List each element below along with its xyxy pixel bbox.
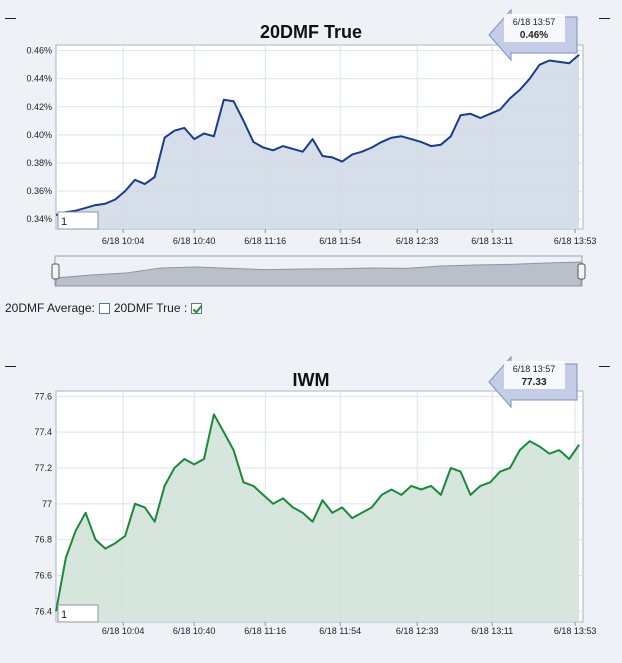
x-tick-label: 6/18 13:11 (471, 236, 513, 246)
x-tick-label: 6/18 11:54 (319, 626, 361, 636)
range-input-value: 1 (61, 216, 67, 228)
navigator-series (55, 261, 582, 287)
callout-time: 6/18 13:57 (513, 17, 556, 27)
legend-avg-checkbox[interactable] (98, 302, 110, 314)
y-tick-label: 0.42% (26, 102, 52, 112)
legend-true-checkbox[interactable] (191, 302, 203, 314)
y-tick-label: 0.40% (26, 130, 52, 140)
x-tick-label: 6/18 11:16 (244, 236, 286, 246)
callout-value: 77.33 (521, 377, 546, 388)
callout-box (504, 361, 565, 389)
y-tick-label: 0.46% (26, 46, 52, 56)
collapse-dash-left-2[interactable] (5, 366, 16, 367)
collapse-dash-left-1[interactable] (5, 18, 16, 19)
chart-title-2: IWM (292, 370, 330, 390)
callout-time: 6/18 13:57 (513, 364, 556, 374)
chart-title-1: 20DMF True (259, 22, 363, 42)
series-area-1 (56, 54, 580, 229)
range-input[interactable] (57, 211, 99, 230)
y-tick-label: 0.44% (26, 74, 52, 84)
y-tick-label: 0.34% (26, 214, 52, 224)
y-tick-label: 0.38% (26, 158, 52, 168)
legend: 20DMF Average: 20DMF True : (5, 301, 203, 315)
y-tick-label: 77.4 (34, 427, 52, 437)
y-tick-label: 76.8 (34, 535, 52, 545)
range-input-value: 1 (61, 609, 67, 621)
x-tick-label: 6/18 10:04 (102, 236, 145, 246)
x-tick-label: 6/18 10:40 (173, 626, 216, 636)
y-tick-label: 77 (42, 499, 52, 509)
y-tick-label: 77.6 (34, 391, 52, 401)
series-line-1 (55, 54, 580, 216)
x-tick-label: 6/18 13:53 (554, 236, 597, 246)
x-tick-label: 6/18 13:53 (554, 626, 597, 636)
series-line-2 (55, 413, 580, 612)
y-tick-label: 0.36% (26, 186, 52, 196)
series-area-2 (56, 414, 580, 622)
x-tick-label: 6/18 10:04 (102, 626, 145, 636)
x-tick-label: 6/18 12:33 (396, 236, 439, 246)
navigator-handle-left[interactable] (51, 263, 60, 280)
x-tick-label: 6/18 11:54 (319, 236, 361, 246)
x-tick-label: 6/18 10:40 (173, 236, 216, 246)
legend-avg-label: 20DMF Average: (5, 301, 95, 315)
y-tick-label: 76.4 (34, 606, 52, 616)
x-tick-label: 6/18 12:33 (396, 626, 439, 636)
y-tick-label: 76.6 (34, 570, 52, 580)
callout-box (504, 14, 565, 42)
y-tick-label: 77.2 (34, 463, 52, 473)
collapse-dash-right-1[interactable] (599, 18, 610, 19)
x-tick-label: 6/18 11:16 (244, 626, 286, 636)
navigator-handle-right[interactable] (577, 263, 586, 280)
callout-value: 0.46% (520, 30, 548, 41)
legend-true-label: 20DMF True : (113, 301, 188, 315)
collapse-dash-right-2[interactable] (599, 366, 610, 367)
x-tick-label: 6/18 13:11 (471, 626, 513, 636)
range-input[interactable] (57, 604, 99, 623)
